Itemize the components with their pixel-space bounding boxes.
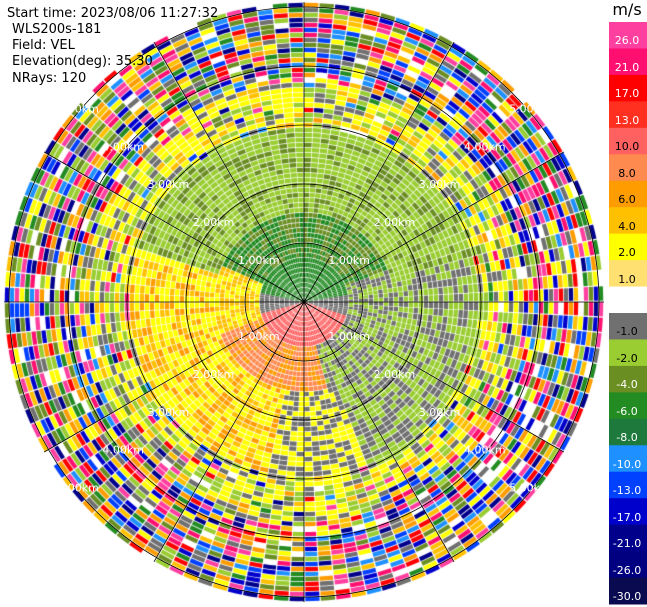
azimuth-spoke	[303, 151, 565, 303]
colorbar-tick-label: -10.0	[612, 457, 642, 471]
colorbar-tick-label: 10.0	[614, 140, 640, 154]
colorbar-tick-label: -13.0	[612, 484, 642, 498]
range-ring-label: 1.00km	[328, 254, 370, 267]
colorbar-swatch	[609, 524, 647, 552]
colorbar-swatch	[609, 577, 647, 605]
colorbar-swatch	[609, 551, 647, 579]
colorbar-tick-label: 0.0	[618, 299, 636, 312]
range-ring-labels: 1.00km 1.00km 1.00km 1.00km 2.00km 2.00km 2.00…	[57, 102, 551, 494]
colorbar-swatch	[609, 22, 647, 49]
colorbar-tick-label: 8.0	[618, 166, 636, 180]
azimuth-spokes	[4, 2, 604, 602]
colorbar-swatch	[609, 392, 647, 420]
range-ring-label: 3.00km	[419, 406, 461, 419]
colorbar-tick-label: 17.0	[614, 87, 640, 101]
azimuth-spoke	[43, 301, 305, 453]
colorbar-unit: m/s	[612, 0, 642, 19]
colorbar-tick-label: 1.0	[618, 272, 636, 286]
range-ring-label: 4.00km	[464, 140, 506, 153]
colorbar-swatch	[609, 101, 647, 129]
range-ring-label: 2.00km	[374, 216, 416, 229]
colorbar-swatch	[609, 233, 647, 261]
colorbar-swatch	[609, 180, 647, 208]
colorbar-swatch	[609, 418, 647, 446]
colorbar-tick-label: -1.0	[616, 325, 638, 339]
range-ring-label: 4.00km	[102, 444, 144, 457]
azimuth-spoke	[43, 151, 305, 303]
colorbar-tick-label: -4.0	[616, 378, 638, 392]
colorbar-swatch	[609, 339, 647, 367]
colorbar-tick-label: 26.0	[614, 34, 640, 48]
range-ring-label: 4.00km	[464, 444, 506, 457]
range-ring-label: 3.00km	[419, 178, 461, 191]
azimuth-spoke	[303, 41, 455, 303]
azimuth-spoke	[153, 41, 305, 303]
range-ring-label: 1.00km	[328, 330, 370, 343]
azimuth-spoke	[303, 301, 455, 563]
colorbar-tick-label: -26.0	[612, 563, 642, 577]
colorbar-swatch	[609, 127, 647, 155]
colorbar-swatch	[609, 286, 647, 314]
colorbar-tick-label: -6.0	[616, 404, 638, 418]
azimuth-spoke	[153, 301, 305, 563]
range-ring-label: 3.00km	[148, 406, 190, 419]
colorbar-swatch	[609, 48, 647, 76]
colorbar-swatch	[609, 471, 647, 499]
colorbar-swatch	[609, 445, 647, 473]
range-ring-label: 4.00km	[102, 140, 144, 153]
colorbar-tick-label: 4.0	[618, 219, 636, 233]
range-ring-label: 5.00km	[509, 102, 551, 115]
field-label: Field: VEL	[12, 38, 75, 53]
colorbar-tick-label: 13.0	[614, 113, 640, 127]
range-ring-label: 1.00km	[238, 254, 280, 267]
colorbar-swatch	[609, 365, 647, 393]
colorbar-swatch	[609, 207, 647, 235]
colorbar-tick-label: -21.0	[612, 537, 642, 551]
range-ring-label: 5.00km	[509, 482, 551, 495]
nrays-label: NRays: 120	[12, 71, 87, 86]
colorbar-swatch	[609, 498, 647, 526]
range-ring-label: 2.00km	[374, 368, 416, 381]
colorbar-tick-label: 21.0	[614, 60, 640, 74]
colorbar-tick-label: 2.0	[618, 246, 636, 260]
range-ring-label: 3.00km	[148, 178, 190, 191]
instrument-label: WLS200s-181	[12, 22, 102, 37]
range-ring-label: 5.00km	[57, 102, 99, 115]
range-ring-label: 5.00km	[57, 482, 99, 495]
range-ring-label: 2.00km	[193, 216, 235, 229]
range-ring-label: 1.00km	[238, 330, 280, 343]
colorbar-tick-label: 6.0	[618, 193, 636, 207]
colorbar-tick-label: -17.0	[612, 510, 642, 524]
elevation-label: Elevation(deg): 35.30	[12, 54, 153, 69]
colorbar-tick-label: -8.0	[616, 431, 638, 445]
colorbar-swatch	[609, 74, 647, 102]
colorbar-tick-label: -30.0	[612, 590, 642, 603]
colorbar-swatch	[609, 260, 647, 288]
colorbar-tick-label: -2.0	[616, 351, 638, 365]
start-time-label: Start time: 2023/08/06 11:27:32	[7, 6, 219, 21]
range-ring-label: 2.00km	[193, 368, 235, 381]
colorbar-swatch	[609, 154, 647, 182]
colorbar-swatch	[609, 313, 647, 340]
azimuth-spoke	[303, 301, 565, 453]
